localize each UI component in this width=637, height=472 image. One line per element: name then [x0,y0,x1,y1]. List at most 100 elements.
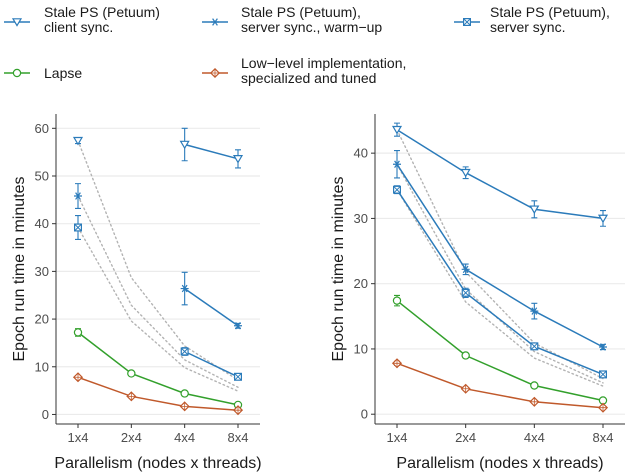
data-point [73,328,83,337]
series-stale-server [73,215,243,381]
legend-label: server sync. [490,19,565,35]
legend-item-stale-client: Stale PS (Petuum)client sync. [4,4,160,35]
data-point [179,401,190,412]
x-tick-label: 4x4 [174,430,195,445]
series-line [396,129,604,220]
legend-label: specialized and tuned [241,70,376,86]
legend-label: Low−level implementation, [241,55,406,71]
data-point [461,288,470,297]
y-axis-title: Epoch run time in minutes [330,177,347,362]
x-tick-label: 1x4 [68,430,89,445]
y-tick-label: 20 [35,312,49,327]
ideal-scaling-lines [77,140,239,392]
data-point [74,192,82,200]
data-point [597,402,609,413]
series-line [184,143,239,160]
data-point [180,284,189,293]
series-line [184,350,239,378]
legend-label: server sync., warm−up [241,19,382,35]
series-low-level [72,372,244,416]
data-point [598,370,607,379]
data-point [232,155,244,164]
right-panel: 0 10 20 30 40 1x4 2x4 4x4 8x4 Parallelism (nodes … [330,114,625,472]
y-tick-label: 60 [35,121,49,136]
y-tick-label: 30 [354,211,368,226]
y-tick-label: 0 [361,407,368,422]
series-line [396,362,604,409]
legend-marker-triangle-down-icon [11,18,23,27]
gridlines [56,127,260,416]
data-point [179,140,190,150]
data-point [234,372,243,381]
data-point [460,383,471,394]
axes: 0 10 20 30 40 50 60 1x4 2x4 4x4 8x4 Parallelism (no… [11,114,262,472]
x-tick-label: 4x4 [524,430,545,445]
series-stale-warm [74,183,242,330]
data-point [530,342,539,351]
data-point [391,358,403,369]
x-tick-label: 2x4 [455,430,476,445]
data-point [529,205,540,215]
data-point [529,396,540,407]
ideal-scaling-line [77,226,239,392]
y-tick-label: 30 [35,264,49,279]
series-low-level [391,358,609,413]
legend-marker-asterisk-icon [211,18,219,26]
legend-item-stale-warm: Stale PS (Petuum),server sync., warm−up [202,4,382,35]
ideal-scaling-lines [396,129,604,387]
ideal-scaling-line [396,189,604,387]
series-line [396,163,604,348]
legend: Stale PS (Petuum)client sync. Stale PS (P… [4,4,610,86]
data-point [530,381,539,390]
legend-label: Lapse [44,65,82,81]
series-stale-client [391,122,609,227]
data-point [392,296,402,305]
data-point [126,391,137,402]
data-point [599,343,607,351]
data-point [234,322,242,330]
data-point [232,405,244,416]
x-tick-label: 1x4 [387,430,408,445]
y-tick-label: 0 [42,407,49,422]
legend-marker-square-x-icon [463,18,472,27]
legend-item-stale-server: Stale PS (Petuum),server sync. [454,4,610,35]
data-point [461,265,470,274]
data-point [180,347,189,356]
data-point [530,307,539,315]
data-point [127,369,136,378]
series-line [396,189,604,376]
series-stale-warm [393,149,607,351]
data-point [461,351,470,360]
series-stale-client [72,127,244,169]
ideal-scaling-line [396,163,604,384]
data-point [180,389,189,398]
legend-marker-circle-icon [12,68,22,78]
y-tick-label: 20 [354,276,368,291]
y-tick-label: 10 [354,341,368,356]
y-axis-title: Epoch run time in minutes [11,177,28,362]
ideal-scaling-line [77,195,239,388]
data-point [72,372,84,383]
y-tick-label: 50 [35,169,49,184]
series-lapse [392,294,608,405]
data-point [460,168,471,178]
series-lapse [73,328,243,410]
series-line [77,331,239,406]
legend-item-lapse: Lapse [4,65,82,81]
x-tick-label: 8x4 [593,430,614,445]
x-tick-label: 8x4 [228,430,249,445]
y-tick-label: 40 [354,146,368,161]
data-point [391,125,403,135]
left-panel: 0 10 20 30 40 50 60 1x4 2x4 4x4 8x4 Parallelism (no… [11,114,262,472]
data-point [393,185,402,194]
series-line [396,300,604,402]
x-tick-label: 2x4 [121,430,142,445]
legend-marker-diamond-icon [209,67,221,79]
ideal-scaling-line [77,140,239,381]
gridlines [375,152,625,415]
data-point [72,136,84,146]
x-axis-title: Parallelism (nodes x threads) [54,455,261,472]
x-axis-title: Parallelism (nodes x threads) [396,455,603,472]
data-point [597,214,609,224]
